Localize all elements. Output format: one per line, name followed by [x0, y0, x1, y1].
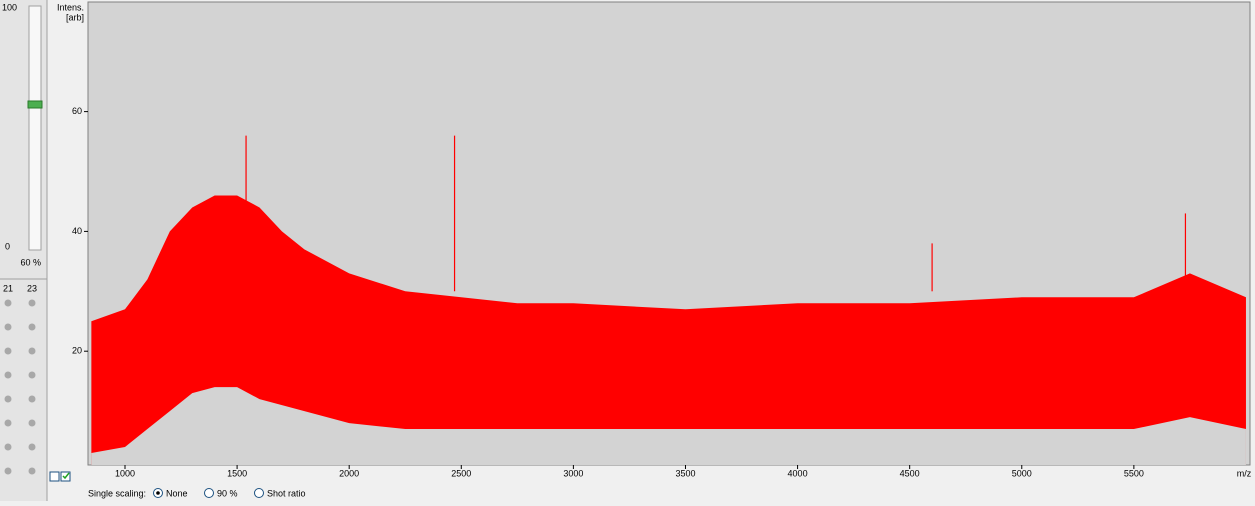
x-tick-label: 2000: [339, 468, 359, 478]
slider-max: 100: [2, 2, 17, 12]
radio-dot: [156, 491, 160, 495]
channel-label: 23: [27, 283, 37, 293]
spectrum-lower: [91, 387, 1246, 465]
check-mark: [62, 472, 70, 480]
dot: [28, 467, 36, 475]
y-tick-label: 60: [72, 106, 82, 116]
dot: [4, 347, 12, 355]
checkbox[interactable]: [49, 471, 60, 482]
dot: [28, 347, 36, 355]
channel-label: 21: [3, 283, 13, 293]
x-tick-label: 2500: [451, 468, 471, 478]
slider-min: 0: [5, 241, 10, 251]
dot: [28, 323, 36, 331]
x-tick-label: 3500: [675, 468, 695, 478]
dot: [4, 443, 12, 451]
y-tick-label: 40: [72, 226, 82, 236]
x-axis-label: m/z: [1237, 468, 1252, 478]
x-tick-label: 4500: [900, 468, 920, 478]
dot: [4, 371, 12, 379]
radio[interactable]: [254, 488, 264, 498]
dot: [28, 299, 36, 307]
x-tick-label: 1000: [115, 468, 135, 478]
scaling-option: Shot ratio: [267, 488, 306, 498]
y-tick-label: 20: [72, 346, 82, 356]
scaling-label: Single scaling:: [88, 488, 146, 498]
dot: [28, 419, 36, 427]
channel-dots: [4, 299, 36, 475]
y-axis-label: Intens.: [57, 2, 84, 12]
dot: [4, 467, 12, 475]
spectrum-upper: [91, 195, 1246, 466]
x-tick-label: 4000: [788, 468, 808, 478]
dot: [4, 419, 12, 427]
x-tick-label: 3000: [563, 468, 583, 478]
scaling-option: 90 %: [217, 488, 238, 498]
dot: [28, 443, 36, 451]
radio[interactable]: [204, 488, 214, 498]
slider-value: 60 %: [20, 257, 41, 267]
dot: [4, 299, 12, 307]
slider-handle[interactable]: [27, 100, 43, 109]
dot: [28, 395, 36, 403]
x-tick-label: 5500: [1124, 468, 1144, 478]
dot: [4, 323, 12, 331]
slider-track[interactable]: [28, 5, 42, 251]
x-tick-label: 1500: [227, 468, 247, 478]
dot: [28, 371, 36, 379]
dot: [4, 395, 12, 403]
x-tick-label: 5000: [1012, 468, 1032, 478]
scaling-option: None: [166, 488, 188, 498]
y-axis-label: [arb]: [66, 12, 84, 22]
